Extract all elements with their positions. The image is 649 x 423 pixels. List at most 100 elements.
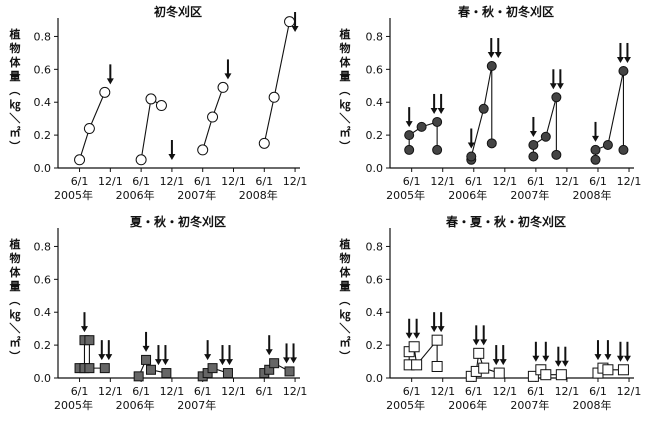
- harvest-arrow: [554, 346, 562, 367]
- harvest-arrow: [218, 345, 226, 366]
- y-axis-label-char: 量: [340, 70, 351, 83]
- y-axis-label-char: ㎏: [340, 98, 351, 112]
- x-tick-label: 6/1: [194, 175, 212, 188]
- harvest-arrow: [437, 93, 445, 114]
- data-point: [618, 144, 629, 155]
- x-tick-label: 6/1: [589, 175, 607, 188]
- x-tick-label: 6/1: [465, 385, 483, 398]
- harvest-arrow: [492, 345, 500, 366]
- data-point: [540, 369, 552, 381]
- x-tick-label: 12/1: [160, 385, 185, 398]
- x-tick-label: 6/1: [527, 175, 545, 188]
- y-tick-label: 0.4: [366, 96, 384, 109]
- y-axis-label-char: ㎡: [340, 335, 351, 349]
- x-tick-label: 12/1: [160, 175, 185, 188]
- harvest-arrow: [437, 312, 445, 333]
- data-point: [145, 364, 156, 375]
- y-axis-label-char: （: [338, 295, 351, 306]
- data-point: [99, 363, 110, 374]
- x-tick-label: 6/1: [132, 385, 150, 398]
- data-point: [528, 151, 539, 162]
- harvest-arrow: [142, 331, 150, 352]
- harvest-arrow: [283, 343, 291, 364]
- x-year-label: 2007年: [177, 398, 216, 412]
- y-tick-label: 0.6: [366, 273, 384, 286]
- x-tick-label: 6/1: [255, 175, 273, 188]
- y-axis-label-char: 植: [9, 237, 21, 251]
- harvest-arrow: [154, 345, 162, 366]
- x-tick-label: 6/1: [403, 175, 421, 188]
- y-tick-label: 0.8: [34, 30, 52, 43]
- harvest-arrow: [224, 59, 232, 80]
- y-axis-label-char: 体: [10, 55, 22, 69]
- harvest-arrow: [161, 345, 169, 366]
- x-tick-label: 6/1: [403, 385, 421, 398]
- harvest-arrow: [594, 340, 602, 361]
- data-point: [217, 81, 229, 93]
- y-tick-label: 0.8: [366, 30, 384, 43]
- x-year-label: 2007年: [510, 398, 549, 412]
- x-tick-label: 12/1: [555, 175, 580, 188]
- data-point: [84, 335, 95, 346]
- y-axis-label-char: （: [338, 85, 351, 96]
- data-point: [207, 363, 218, 374]
- y-axis-label-char: 量: [10, 280, 21, 293]
- y-tick-label: 0.2: [34, 129, 52, 142]
- series-line: [263, 21, 291, 144]
- x-tick-label: 12/1: [283, 175, 308, 188]
- y-axis-label-char: ／: [8, 113, 21, 124]
- y-axis-label-char: 体: [340, 55, 352, 69]
- y-axis-label-char: ㎏: [10, 98, 21, 112]
- data-point: [432, 116, 443, 127]
- y-axis-label-char: 体: [340, 265, 352, 279]
- y-axis-label-char: （: [8, 85, 21, 96]
- x-tick-label: 6/1: [527, 385, 545, 398]
- harvest-arrow: [549, 69, 557, 90]
- y-tick-label: 0.2: [34, 339, 52, 352]
- data-point: [602, 139, 613, 150]
- harvest-arrow: [204, 340, 212, 361]
- data-point: [99, 86, 111, 98]
- x-tick-label: 12/1: [617, 385, 642, 398]
- data-point: [432, 144, 443, 155]
- y-axis-label-char: ）: [8, 141, 21, 152]
- harvest-arrow: [487, 38, 495, 59]
- data-point: [416, 121, 427, 132]
- data-point: [404, 144, 415, 155]
- x-year-label: 2008年: [239, 188, 278, 202]
- y-tick-label: 0.6: [366, 63, 384, 76]
- y-axis-label-char: ）: [338, 351, 351, 362]
- harvest-arrow: [105, 340, 113, 361]
- x-year-label: 2005年: [386, 398, 425, 412]
- x-tick-label: 12/1: [221, 385, 246, 398]
- x-tick-label: 12/1: [430, 175, 455, 188]
- harvest-arrow: [291, 12, 299, 32]
- data-point: [590, 144, 601, 155]
- x-year-label: 2006年: [448, 398, 487, 412]
- y-axis-label-char: ）: [338, 141, 351, 152]
- x-tick-label: 12/1: [555, 385, 580, 398]
- harvest-arrow: [561, 346, 569, 367]
- y-tick-label: 0.8: [34, 240, 52, 253]
- y-axis-label-char: 体: [10, 265, 22, 279]
- panel-title: 春・秋・初冬刈区: [457, 4, 554, 19]
- y-tick-label: 0.0: [366, 372, 384, 385]
- y-tick-label: 0.2: [366, 339, 384, 352]
- data-point: [473, 347, 485, 359]
- x-tick-label: 12/1: [617, 175, 642, 188]
- y-axis-label-char: ）: [8, 351, 21, 362]
- harvest-arrow: [494, 38, 502, 59]
- harvest-arrow: [556, 69, 564, 90]
- x-year-label: 2005年: [54, 188, 93, 202]
- y-axis-label-char: 量: [10, 70, 21, 83]
- x-tick-label: 12/1: [492, 385, 517, 398]
- y-tick-label: 0.6: [34, 63, 52, 76]
- data-point: [284, 16, 296, 28]
